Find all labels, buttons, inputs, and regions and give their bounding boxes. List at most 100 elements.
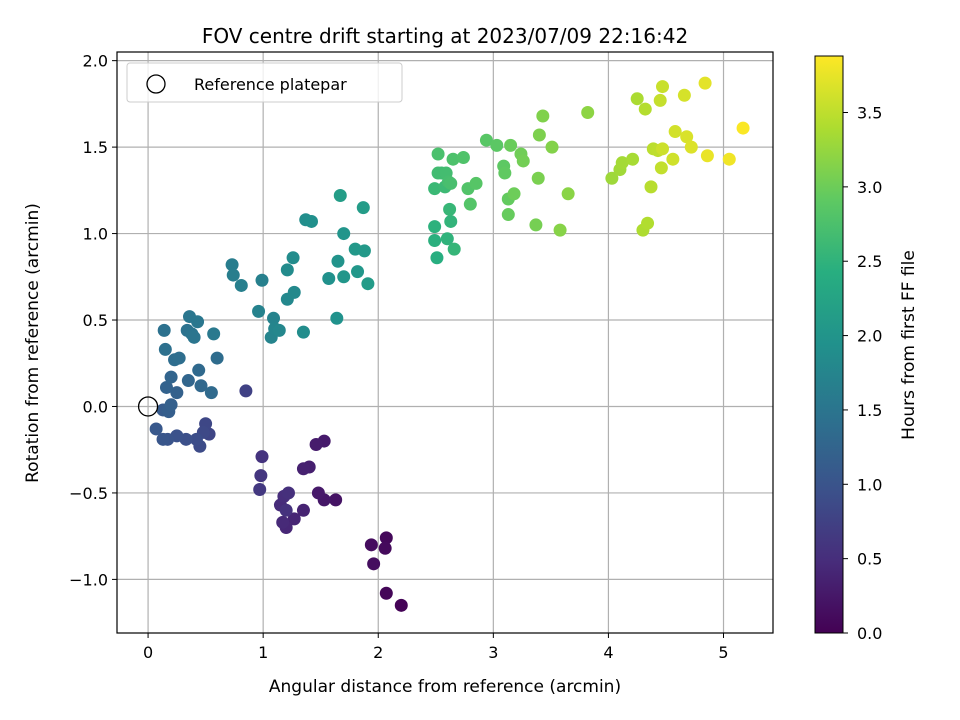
data-point — [656, 80, 670, 94]
data-point — [280, 263, 294, 277]
data-point — [379, 586, 393, 600]
scatter-points — [149, 76, 750, 612]
data-point — [666, 152, 680, 166]
colorbar-ticks: 0.0 0.5 1.0 1.5 2.0 2.5 3.0 3.5 — [843, 104, 882, 643]
grid — [117, 52, 773, 633]
data-point — [157, 323, 171, 337]
data-point — [189, 432, 203, 446]
plot-frame — [116, 51, 774, 634]
colorbar-tick-label: 2.0 — [857, 327, 882, 346]
x-tick-label: 4 — [603, 643, 613, 662]
data-point — [641, 216, 655, 230]
data-point — [469, 176, 483, 190]
colorbar-tick-label: 3.5 — [857, 104, 882, 123]
data-point — [192, 363, 206, 377]
data-point — [490, 138, 504, 152]
legend: Reference platepar — [126, 62, 403, 103]
data-point — [296, 462, 310, 476]
data-point — [170, 386, 184, 400]
data-point — [545, 140, 559, 154]
data-point — [331, 254, 345, 268]
data-point — [531, 171, 545, 185]
data-point — [498, 166, 512, 180]
data-point — [187, 330, 201, 344]
data-point — [226, 268, 240, 282]
data-point — [656, 142, 670, 156]
data-point — [204, 386, 218, 400]
data-point — [296, 325, 310, 339]
data-point — [516, 154, 530, 168]
chart-title: FOV centre drift starting at 2023/07/09 … — [202, 24, 688, 48]
data-point — [361, 277, 375, 291]
data-point — [287, 285, 301, 299]
y-tick-label: 1.0 — [83, 225, 108, 244]
data-point — [158, 342, 172, 356]
data-point — [364, 538, 378, 552]
x-axis: 0 1 2 3 4 5 — [143, 633, 729, 662]
data-point — [668, 125, 682, 139]
data-point — [428, 233, 442, 247]
x-tick-label: 3 — [488, 643, 498, 662]
data-point — [351, 265, 365, 279]
data-point — [337, 270, 351, 284]
data-point — [532, 128, 546, 142]
colorbar-label: Hours from first FF file — [899, 250, 919, 440]
data-point — [430, 251, 444, 265]
data-point — [191, 315, 205, 329]
legend-label-reference: Reference platepar — [194, 75, 347, 94]
data-point — [255, 450, 269, 464]
data-point — [504, 138, 518, 152]
data-point — [304, 214, 318, 228]
data-point — [255, 273, 269, 287]
data-point — [553, 223, 567, 237]
data-point — [479, 133, 493, 147]
data-point — [378, 541, 392, 555]
data-point — [379, 531, 393, 545]
data-point — [253, 482, 267, 496]
y-tick-label: −0.5 — [69, 484, 108, 503]
colorbar-tick-label: 0.0 — [857, 624, 882, 643]
data-point — [626, 152, 640, 166]
data-point — [272, 323, 286, 337]
data-point — [322, 272, 336, 286]
reference-point — [137, 396, 159, 417]
data-point — [181, 374, 195, 388]
data-point — [337, 227, 351, 241]
data-point — [330, 311, 344, 325]
reference-marker — [137, 396, 159, 417]
data-point — [267, 311, 281, 325]
data-point — [276, 515, 290, 529]
y-tick-label: 0.5 — [83, 311, 108, 330]
data-point — [367, 557, 381, 571]
data-point — [507, 187, 521, 201]
data-point — [561, 187, 575, 201]
data-point — [653, 93, 667, 107]
data-point — [156, 432, 170, 446]
data-point — [287, 512, 301, 526]
data-point — [281, 486, 295, 500]
data-point — [356, 201, 370, 215]
colorbar-gradient — [814, 55, 844, 634]
x-tick-label: 1 — [258, 643, 268, 662]
data-point — [254, 469, 268, 483]
data-point — [164, 370, 178, 384]
data-point — [684, 140, 698, 154]
data-point — [309, 438, 323, 452]
data-point — [394, 598, 408, 612]
data-point — [428, 182, 442, 196]
data-point — [700, 149, 714, 163]
data-point — [698, 76, 712, 90]
colorbar-tick-label: 3.0 — [857, 178, 882, 197]
data-point — [615, 156, 629, 170]
data-point — [357, 244, 371, 258]
data-point — [736, 121, 750, 135]
legend-box — [126, 62, 403, 103]
data-point — [194, 379, 208, 393]
x-tick-label: 2 — [373, 643, 383, 662]
data-point — [463, 197, 477, 211]
data-point — [446, 152, 460, 166]
data-point — [149, 422, 163, 436]
data-point — [443, 202, 457, 216]
x-tick-label: 5 — [718, 643, 728, 662]
data-point — [431, 147, 445, 161]
